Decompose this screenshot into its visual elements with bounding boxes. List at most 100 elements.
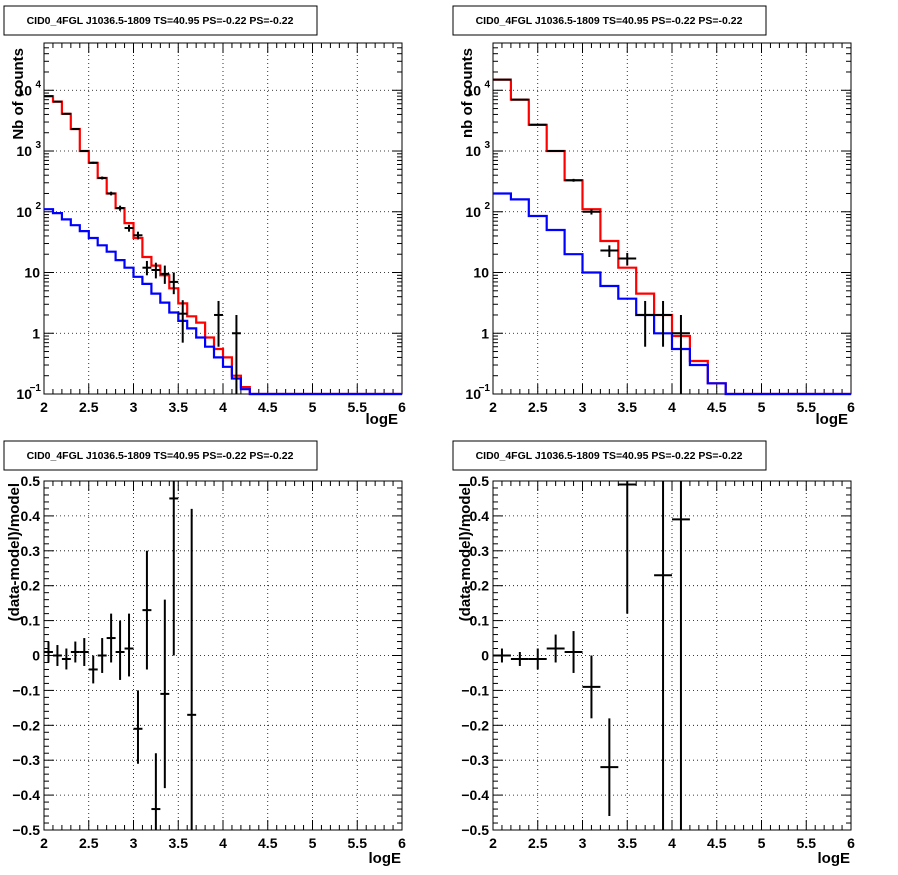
x-tick-label: 2	[40, 835, 48, 851]
y-tick-label: −0.3	[12, 752, 40, 768]
y-tick-label: 10	[24, 265, 40, 281]
data-point	[115, 205, 125, 211]
residual-point	[97, 638, 107, 673]
data-point	[600, 245, 619, 258]
x-tick-label: 5	[758, 835, 766, 851]
y-tick-label: 10	[465, 143, 481, 159]
x-tick-label: 4	[219, 399, 227, 415]
y-tick-label: 1	[32, 325, 40, 341]
data-point	[88, 161, 98, 164]
data-point	[546, 150, 565, 153]
data-point	[106, 191, 116, 196]
y-tick-exponent: 3	[484, 140, 490, 151]
data-point	[124, 224, 134, 232]
y-tick-exponent: −1	[30, 383, 42, 394]
title-box	[452, 5, 767, 36]
x-axis-label: logE	[366, 411, 399, 428]
residual-point	[52, 645, 62, 666]
residual-point	[510, 652, 529, 666]
y-tick-label: 0.1	[470, 613, 490, 629]
y-tick-exponent: 2	[35, 201, 41, 212]
y-tick-label: 0.3	[470, 543, 490, 559]
chart-title: CID0_4FGL J1036.5-1809 TS=40.95 PS=-0.22…	[27, 15, 294, 27]
y-tick-exponent: 3	[35, 140, 41, 151]
y-axis-label: (data-model)/model	[457, 483, 474, 621]
y-tick-label: −0.5	[12, 822, 40, 838]
y-tick-label: 10	[16, 143, 32, 159]
data-point	[528, 123, 547, 126]
y-tick-label: −0.5	[461, 822, 489, 838]
y-axis-label: (data-model)/model	[6, 483, 23, 621]
y-axis-label: nb of counts	[459, 48, 476, 138]
x-tick-label: 3	[130, 399, 138, 415]
panel-bottom-left: CID0_4FGL J1036.5-1809 TS=40.95 PS=-0.22…	[3, 440, 406, 867]
y-tick-label: 10	[465, 386, 481, 402]
panel-top-left: CID0_4FGL J1036.5-1809 TS=40.95 PS=-0.22…	[3, 5, 406, 428]
y-tick-label: 0.5	[21, 473, 41, 489]
residual-point	[582, 655, 601, 719]
data-point	[636, 300, 655, 347]
data-point	[79, 150, 89, 153]
x-tick-label: 3	[130, 835, 138, 851]
panel-top-right: CID0_4FGL J1036.5-1809 TS=40.95 PS=-0.22…	[452, 5, 855, 428]
residual-point	[61, 648, 71, 670]
y-tick-label: 10	[16, 386, 32, 402]
data-point	[169, 272, 179, 295]
x-tick-label: 2	[489, 399, 497, 415]
background-model-histogram	[44, 208, 402, 396]
x-tick-label: 3.5	[618, 399, 638, 415]
data-point	[654, 300, 672, 347]
x-tick-label: 4.5	[258, 835, 278, 851]
y-tick-label: 10	[16, 82, 32, 98]
y-tick-exponent: 2	[484, 201, 490, 212]
y-tick-label: 0.3	[21, 543, 41, 559]
x-tick-label: 5.5	[348, 399, 368, 415]
x-axis-label: logE	[816, 411, 849, 428]
x-tick-label: 4	[668, 835, 676, 851]
chart-title: CID0_4FGL J1036.5-1809 TS=40.95 PS=-0.22…	[476, 15, 743, 27]
data-point	[231, 314, 241, 394]
chart-title: CID0_4FGL J1036.5-1809 TS=40.95 PS=-0.22…	[27, 450, 294, 462]
x-tick-label: 5.5	[797, 399, 817, 415]
plot-area: 2 2.5 3 3.5 4 4.5 5 5.5 6 −0.5 −0.4 −0.3 −0.2 −0.1 0 0.…	[461, 473, 855, 851]
residual-point	[654, 481, 672, 830]
x-tick-label: 6	[847, 399, 855, 415]
x-tick-label: 5.5	[348, 835, 368, 851]
x-tick-label: 3.5	[169, 835, 189, 851]
residual-point	[493, 648, 511, 663]
x-tick-label: 2.5	[528, 399, 548, 415]
residual-point	[564, 631, 583, 673]
data-point	[493, 78, 511, 81]
plot-area: 2 2.5 3 3.5 4 4.5 5 5.5 6 −0.5 −0.4 −0.3 −0.2 −0.1 0 0.…	[12, 473, 406, 851]
y-tick-label: −0.1	[461, 682, 489, 698]
data-point	[97, 176, 107, 180]
x-tick-label: 2.5	[79, 399, 99, 415]
residual-point	[187, 508, 197, 830]
y-tick-label: −0.2	[12, 717, 40, 733]
x-tick-label: 5	[309, 399, 317, 415]
title-box	[3, 440, 318, 471]
y-tick-label: 0.5	[470, 473, 490, 489]
residual-point	[169, 481, 179, 656]
data-point	[142, 260, 152, 276]
y-tick-label: 0.2	[470, 578, 490, 594]
y-tick-exponent: −1	[479, 383, 491, 394]
x-tick-label: 2	[40, 399, 48, 415]
residual-point	[115, 620, 125, 680]
y-tick-label: 0.1	[21, 613, 41, 629]
y-tick-label: −0.1	[12, 682, 40, 698]
data-point	[44, 95, 53, 98]
residual-point	[528, 648, 547, 670]
data-point	[61, 112, 71, 115]
y-tick-label: 0	[481, 648, 489, 664]
residual-point	[79, 638, 89, 666]
data-point	[52, 100, 62, 103]
data-point	[160, 265, 170, 284]
x-tick-label: 6	[398, 399, 406, 415]
residual-point	[160, 599, 170, 789]
residual-point	[88, 655, 98, 684]
x-axis-label: logE	[818, 850, 851, 867]
data-point	[582, 209, 601, 215]
